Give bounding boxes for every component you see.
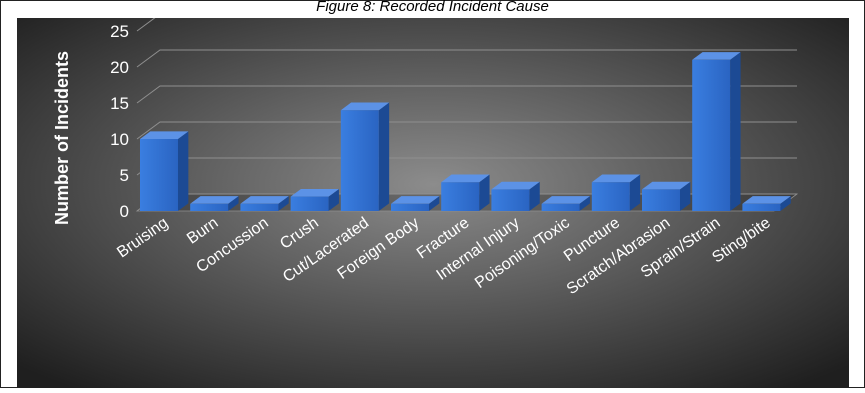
bar-top [340,102,390,111]
bar-side [429,196,440,211]
bar-side [479,174,490,211]
bar [391,196,440,211]
bar-front [340,110,379,211]
y-tick-label: 10 [110,130,129,149]
y-tick-label: 20 [110,58,129,77]
bar-top [391,196,440,204]
bar-top [190,196,239,204]
y-tick-label: 5 [120,166,129,185]
bar-side [629,174,641,211]
bar-side [228,196,239,211]
bar-front [491,189,530,211]
bar [290,188,339,211]
bar-front [140,139,178,211]
gridline [136,121,797,140]
bar-side [529,181,540,211]
gridline [136,85,797,104]
bar [541,196,590,211]
bar-front [441,182,480,211]
bar-front [742,203,781,211]
bar-side [730,52,741,212]
bar-front [290,196,329,211]
y-tick-label: 25 [110,22,129,41]
y-tick-label: 0 [120,202,129,221]
bar-side [178,131,189,211]
bar-side [780,196,791,211]
bar-top [692,52,741,60]
bar-front [190,203,229,211]
y-axis-label: Number of Incidents [52,51,72,225]
bar-front [692,59,731,211]
bar-front [642,189,680,211]
bar [642,181,691,211]
bar-front [391,203,429,211]
bar-top [642,181,691,190]
bar-top [541,196,590,204]
bar-top [240,196,289,204]
bar-top [441,174,490,183]
bar-side [278,196,289,211]
bar-front [591,182,630,211]
bar-front [240,203,279,211]
bar [441,174,490,211]
bar-top [742,196,791,204]
bar-top [140,131,189,139]
bar-side [680,181,691,211]
bar-top [290,188,339,197]
bar [491,181,540,211]
gridline [136,49,797,68]
bar [190,196,239,211]
bar-side [579,196,590,211]
bar [591,174,641,211]
bar-side [378,102,390,211]
bar-top [491,181,540,190]
bar-top [591,174,641,183]
figure-caption: Figure 8: Recorded Incident Cause [316,0,549,15]
bar-front [541,203,580,211]
bar [742,196,791,211]
bar [340,102,390,211]
y-tick-label: 15 [110,94,129,113]
chart-area: 0 5 10 15 20 25 Bruising Burn Concussion Crush Cu… [17,13,849,388]
bar [692,52,741,212]
bar-side [328,188,339,211]
bar [240,196,289,211]
bar [140,131,189,211]
